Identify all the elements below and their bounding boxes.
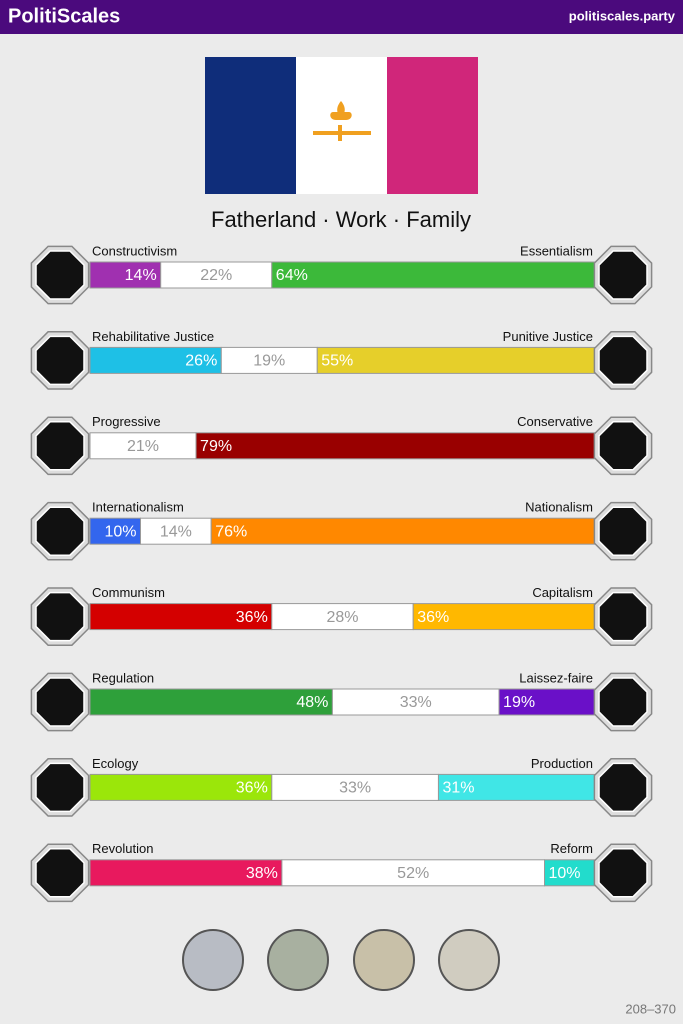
bar-segment	[210, 517, 596, 545]
axis-left-label: Progressive	[92, 414, 161, 429]
axis-right-label: Nationalism	[525, 500, 593, 515]
axis-icon	[35, 506, 85, 556]
slogan: Fatherland · Work · Family	[211, 207, 471, 232]
axis-left-label: Constructivism	[92, 243, 177, 258]
value-label: 19%	[503, 694, 535, 711]
bar-segment	[89, 859, 283, 887]
coins	[182, 929, 500, 991]
bar-segment	[271, 773, 439, 801]
bar-segment	[89, 688, 333, 716]
value-label: 52%	[397, 865, 429, 882]
app-title[interactable]: PolitiScales	[8, 5, 120, 27]
value-label: 26%	[185, 353, 217, 370]
axis-icon	[598, 848, 648, 898]
axis-right-label: Punitive Justice	[503, 329, 593, 344]
bar-segment	[316, 346, 596, 374]
value-label: 21%	[127, 438, 159, 455]
axis-right-label: Essentialism	[520, 243, 593, 258]
axis-right-label: Reform	[550, 841, 593, 856]
axis-icon	[598, 335, 648, 386]
value-label: 76%	[215, 523, 247, 540]
fleur-de-lis	[330, 101, 352, 120]
axis-left-label: Ecology	[92, 756, 139, 771]
bar-segment	[89, 773, 273, 801]
axis-icon	[35, 591, 85, 642]
axis-icon	[598, 506, 648, 556]
sword-guard	[338, 125, 342, 141]
value-label: 31%	[442, 780, 474, 797]
value-label: 33%	[339, 780, 371, 797]
axis-right-label: Production	[531, 756, 593, 771]
badge	[438, 929, 500, 991]
axis-icon	[598, 250, 648, 300]
axis-left-label: Communism	[92, 585, 165, 600]
bar-segment	[89, 517, 141, 545]
axis-left-label: Internationalism	[92, 500, 184, 515]
value-label: 14%	[160, 523, 192, 540]
axis-left-label: Revolution	[92, 841, 153, 856]
flag	[205, 57, 478, 194]
footer-code: 208–370	[625, 1001, 676, 1016]
bar-segment	[89, 261, 162, 289]
bar-segment	[160, 261, 273, 289]
header-bar	[0, 0, 683, 34]
value-label: 22%	[200, 267, 232, 284]
axis-icon	[35, 848, 85, 898]
value-label: 10%	[104, 523, 136, 540]
value-label: 36%	[236, 780, 268, 797]
bar-segment	[220, 346, 318, 374]
bar-segment	[271, 603, 414, 631]
value-label: 55%	[321, 353, 353, 370]
value-label: 79%	[200, 438, 232, 455]
flag-stripe	[205, 57, 296, 194]
bar-segment	[195, 432, 596, 460]
site-link[interactable]: politiscales.party	[569, 8, 676, 23]
value-label: 36%	[236, 609, 268, 626]
axis-left-label: Rehabilitative Justice	[92, 329, 214, 344]
axis-icon	[35, 677, 85, 727]
bar-segment	[498, 688, 596, 716]
axis-icon	[35, 335, 85, 386]
value-label: 38%	[246, 865, 278, 882]
value-label: 28%	[326, 609, 358, 626]
axis-icon	[35, 762, 85, 813]
bar-segment	[437, 773, 596, 801]
axis-icon	[35, 250, 85, 300]
axis-right-label: Conservative	[517, 414, 593, 429]
bar-segment	[89, 603, 273, 631]
value-label: 33%	[400, 694, 432, 711]
bar-segment	[281, 859, 545, 887]
value-label: 36%	[417, 609, 449, 626]
value-label: 14%	[125, 267, 157, 284]
value-label: 48%	[296, 694, 328, 711]
badge	[182, 929, 244, 991]
axis-icon	[598, 762, 648, 813]
value-label: 10%	[549, 865, 581, 882]
bar-segment	[271, 261, 596, 289]
axis-left-label: Regulation	[92, 670, 154, 685]
axis-right-label: Capitalism	[532, 585, 593, 600]
axis-right-label: Laissez-faire	[519, 670, 593, 685]
value-label: 19%	[253, 353, 285, 370]
flag-stripe	[387, 57, 478, 194]
axis-icon	[35, 421, 85, 471]
axis-icon	[598, 591, 648, 642]
bar-segment	[140, 517, 212, 545]
axis-icon	[598, 421, 648, 471]
badge	[353, 929, 415, 991]
value-label: 64%	[276, 267, 308, 284]
axis-icon	[598, 677, 648, 727]
bar-segment	[544, 859, 596, 887]
bar-segment	[331, 688, 500, 716]
badge	[267, 929, 329, 991]
